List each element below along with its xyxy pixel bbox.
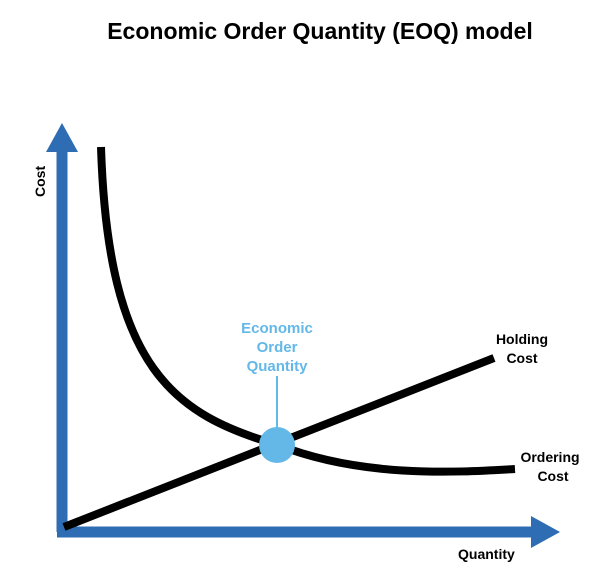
y-axis-arrow-icon	[46, 123, 78, 152]
ordering-cost-label: Ordering Cost	[520, 449, 579, 484]
eoq-label-line-1: Economic	[241, 320, 313, 337]
holding-cost-label: Holding Cost	[496, 331, 548, 366]
ordering-cost-label-line-1: Ordering	[520, 449, 579, 465]
ordering-cost-curve	[97, 146, 516, 476]
y-axis-label: Cost	[32, 166, 48, 197]
eoq-point	[259, 427, 295, 463]
eoq-label-line-3: Quantity	[247, 358, 308, 375]
x-axis-arrow-icon	[531, 516, 560, 548]
eoq-label: Economic Order Quantity	[241, 320, 313, 375]
holding-cost-label-line-1: Holding	[496, 331, 548, 347]
ordering-cost-label-line-2: Cost	[537, 468, 568, 484]
eoq-label-line-2: Order	[257, 339, 298, 356]
page-title: Economic Order Quantity (EOQ) model	[107, 18, 533, 44]
holding-cost-label-line-2: Cost	[506, 350, 537, 366]
axes	[46, 123, 560, 548]
x-axis-label: Quantity	[458, 546, 515, 562]
